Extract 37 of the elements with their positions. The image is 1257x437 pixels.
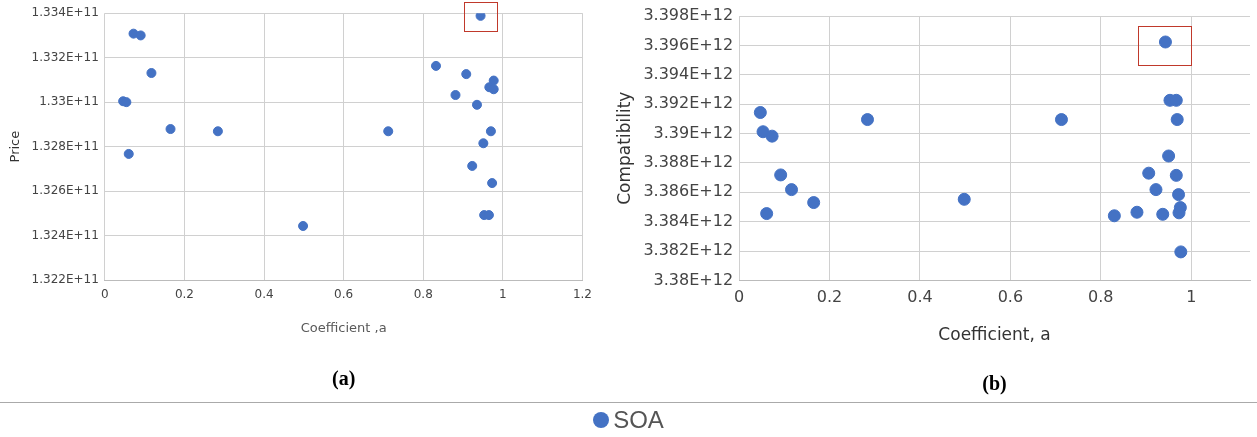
x-tick-label: 1.2	[572, 287, 592, 302]
x-axis-title: Coefficient, a	[938, 324, 1051, 345]
y-tick-label: 1.334E+11	[31, 5, 99, 20]
y-tick-label: 1.322E+11	[31, 272, 99, 287]
y-axis-title: Compatibility	[613, 91, 634, 205]
y-tick-label: 3.39E+12	[653, 122, 734, 142]
x-tick-label: 1	[1186, 287, 1197, 307]
text: (a)	[331, 367, 356, 390]
x-tick-label: 0.2	[816, 287, 843, 307]
x-tick-label: 0	[733, 287, 745, 307]
y-tick-label: 3.382E+12	[643, 240, 734, 260]
y-tick-label: 1.332E+11	[31, 49, 99, 64]
y-tick-label: 1.33E+11	[39, 94, 99, 109]
y-tick-label: 3.392E+12	[643, 93, 734, 113]
y-tick-label: 3.386E+12	[643, 181, 734, 201]
legend-label: SOA	[612, 405, 664, 434]
x-tick-label: 0.2	[174, 287, 195, 302]
text: (b)	[982, 372, 1007, 395]
x-axis-title: Coefficient ,a	[300, 319, 387, 335]
x-tick-label: 0.4	[907, 287, 933, 307]
y-tick-label: 1.326E+11	[31, 183, 99, 198]
y-tick-label: 3.394E+12	[643, 63, 734, 83]
x-tick-label: 0.8	[1088, 287, 1114, 307]
y-tick-label: 1.324E+11	[31, 227, 99, 242]
y-tick-label: 3.398E+12	[643, 5, 734, 25]
x-tick-label: 0.6	[334, 287, 354, 302]
y-tick-label: 3.384E+12	[643, 210, 734, 230]
y-tick-label: 1.328E+11	[31, 138, 99, 153]
x-tick-label: 0	[101, 287, 109, 302]
x-tick-label: 0.8	[413, 287, 433, 302]
y-tick-label: 3.396E+12	[643, 34, 734, 54]
x-tick-label: 0.6	[997, 287, 1024, 307]
y-axis-title: Price	[7, 130, 23, 163]
x-tick-label: 1	[499, 287, 507, 302]
y-tick-label: 3.388E+12	[643, 152, 734, 172]
x-tick-label: 0.4	[254, 287, 274, 302]
y-tick-label: 3.38E+12	[653, 269, 734, 289]
